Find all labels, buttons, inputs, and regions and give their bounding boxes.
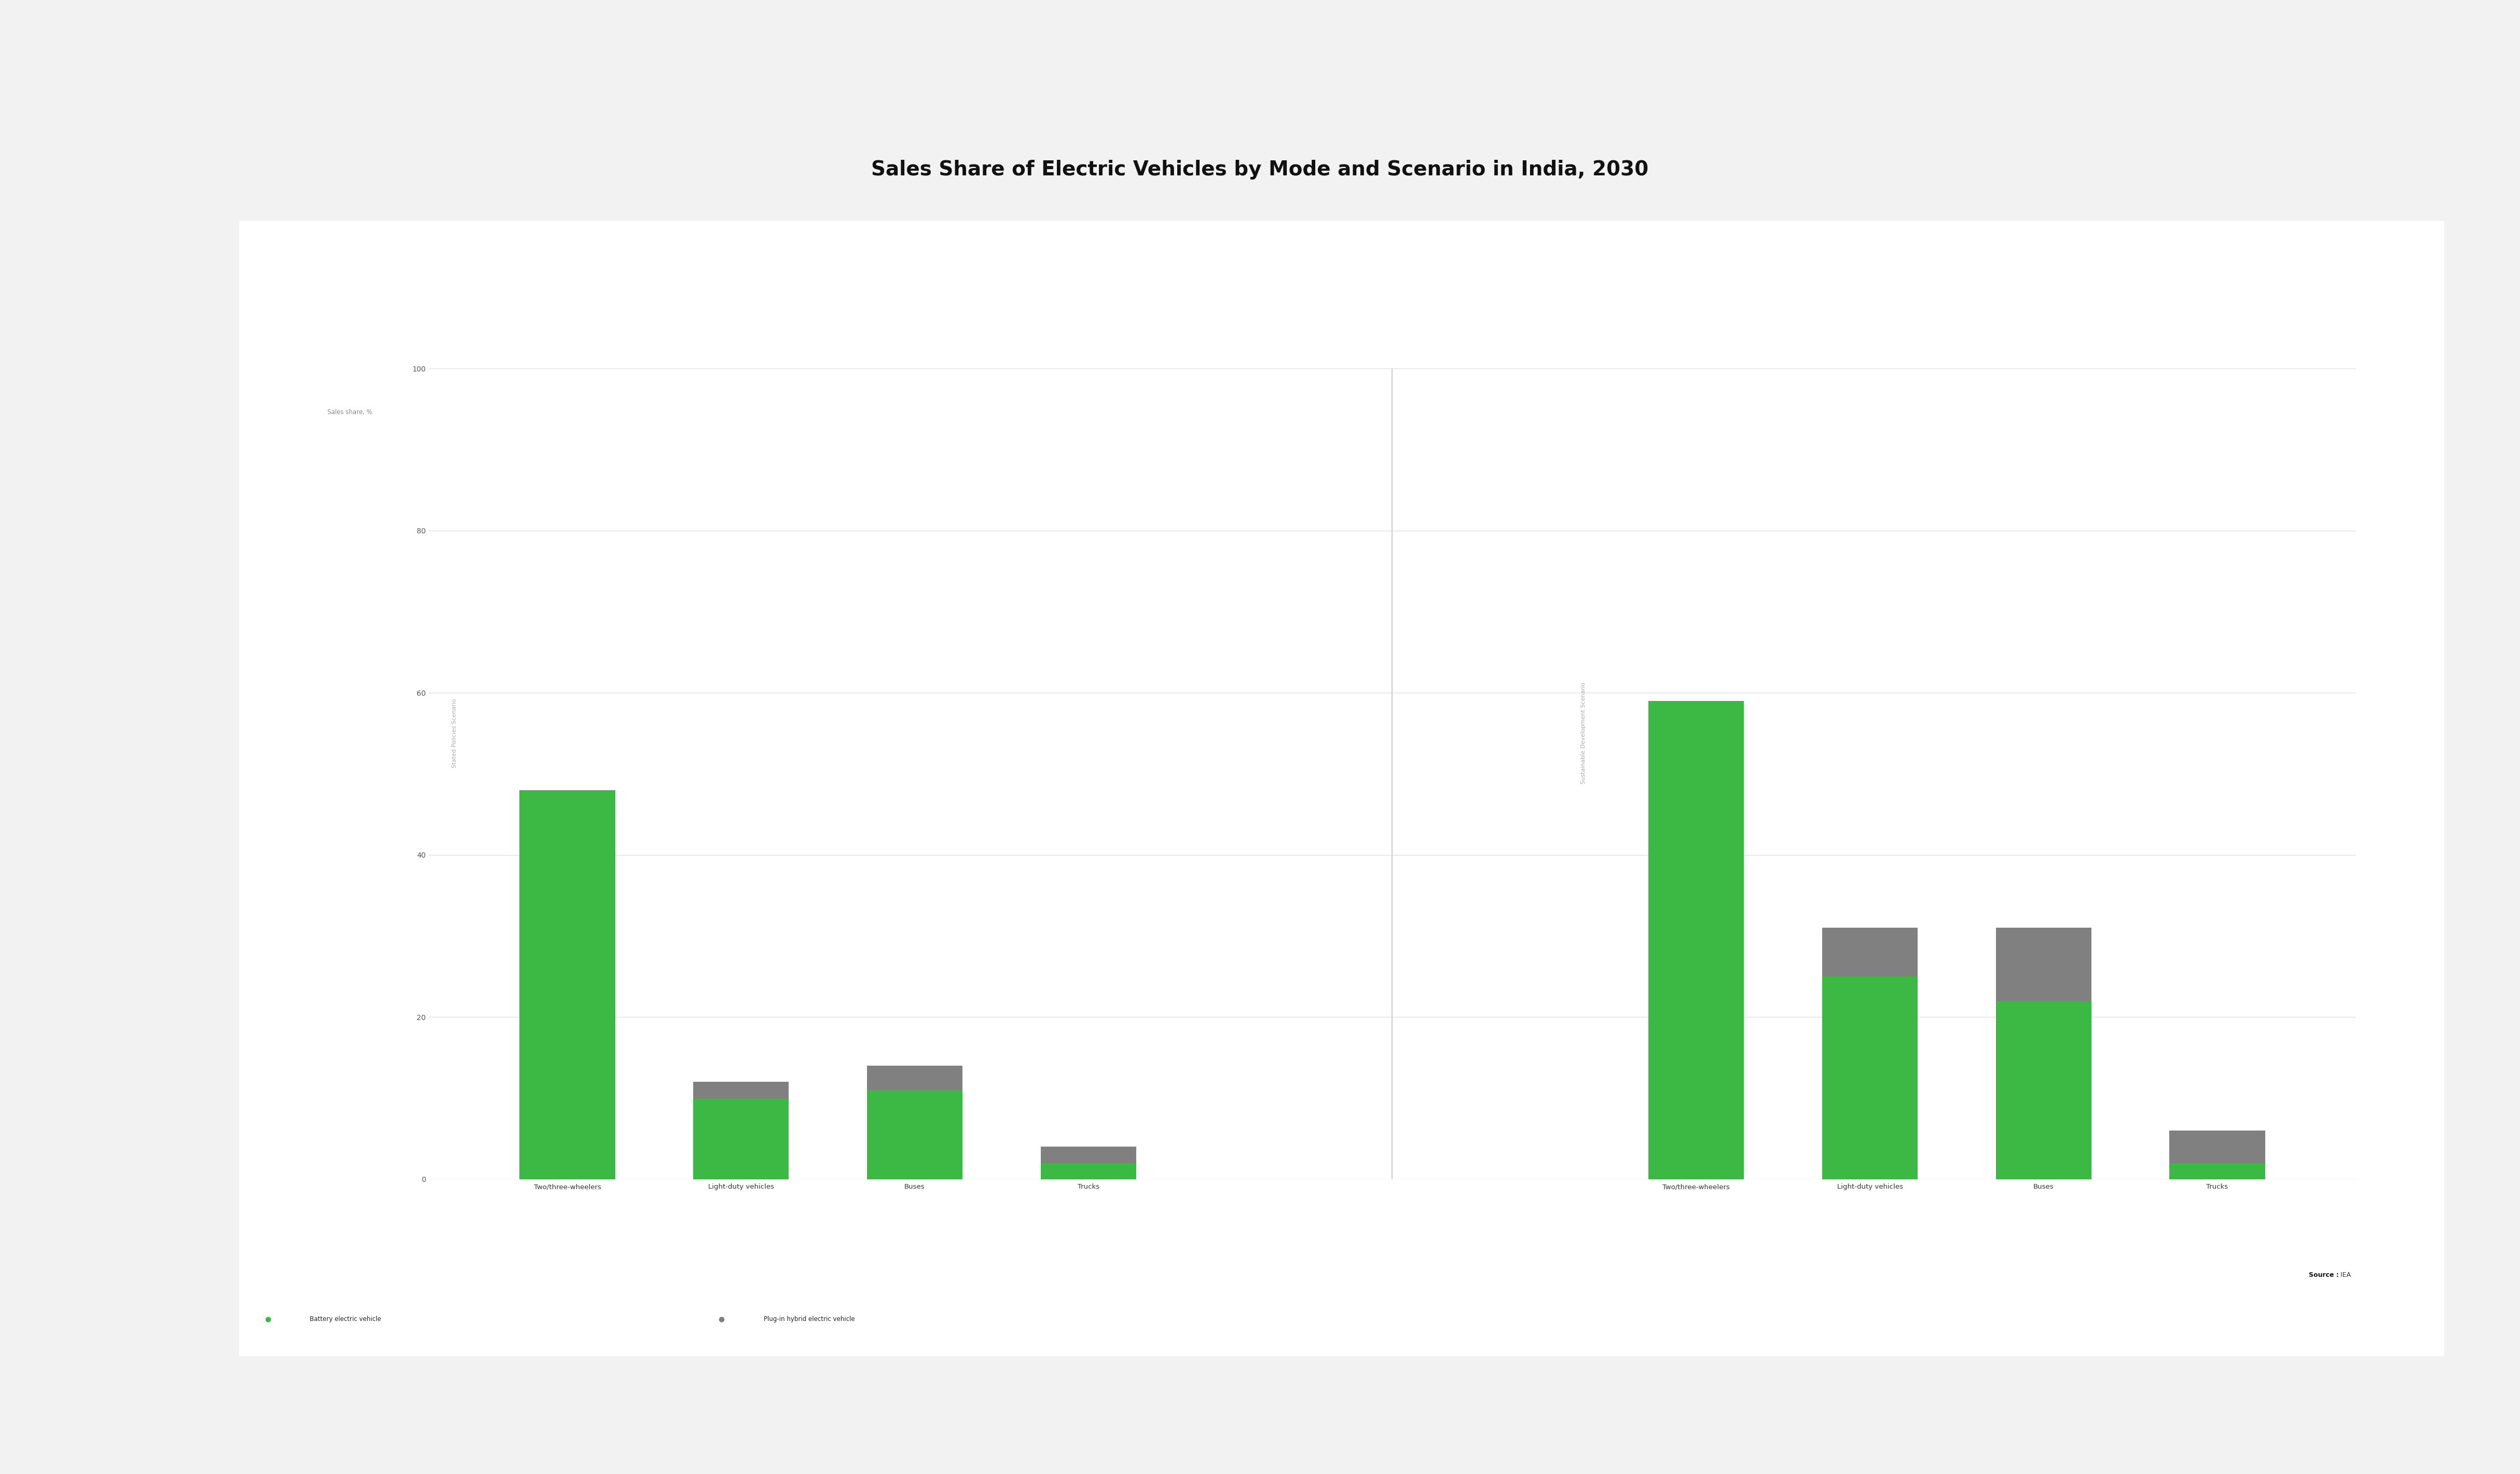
Bar — [2170, 1163, 2265, 1179]
Bar — [1041, 1163, 1137, 1179]
Text: ●: ● — [265, 1316, 270, 1322]
Text: Sales Share of Electric Vehicles by Mode and Scenario in India, 2030: Sales Share of Electric Vehicles by Mode… — [872, 159, 1648, 180]
Text: Battery electric vehicle: Battery electric vehicle — [310, 1316, 381, 1322]
Bar — [1822, 929, 1918, 976]
Bar — [1996, 929, 2092, 1001]
Bar — [693, 1098, 789, 1179]
Bar — [2170, 1131, 2265, 1163]
Text: Stated Policies Scenario: Stated Policies Scenario — [451, 699, 456, 768]
Bar — [1648, 702, 1744, 1179]
Bar — [867, 1066, 963, 1091]
Text: Sales share, %: Sales share, % — [328, 410, 373, 416]
Bar — [519, 790, 615, 1179]
Bar — [867, 1091, 963, 1179]
Text: ●: ● — [718, 1316, 723, 1322]
Bar — [693, 1082, 789, 1098]
Text: Source :: Source : — [2308, 1272, 2339, 1278]
Bar — [1822, 976, 1918, 1179]
Text: Sustainable Development Scenario: Sustainable Development Scenario — [1580, 682, 1585, 784]
Text: IEA: IEA — [2339, 1272, 2351, 1278]
Bar — [1996, 1001, 2092, 1179]
Bar — [1041, 1147, 1137, 1163]
Text: Plug-in hybrid electric vehicle: Plug-in hybrid electric vehicle — [764, 1316, 854, 1322]
